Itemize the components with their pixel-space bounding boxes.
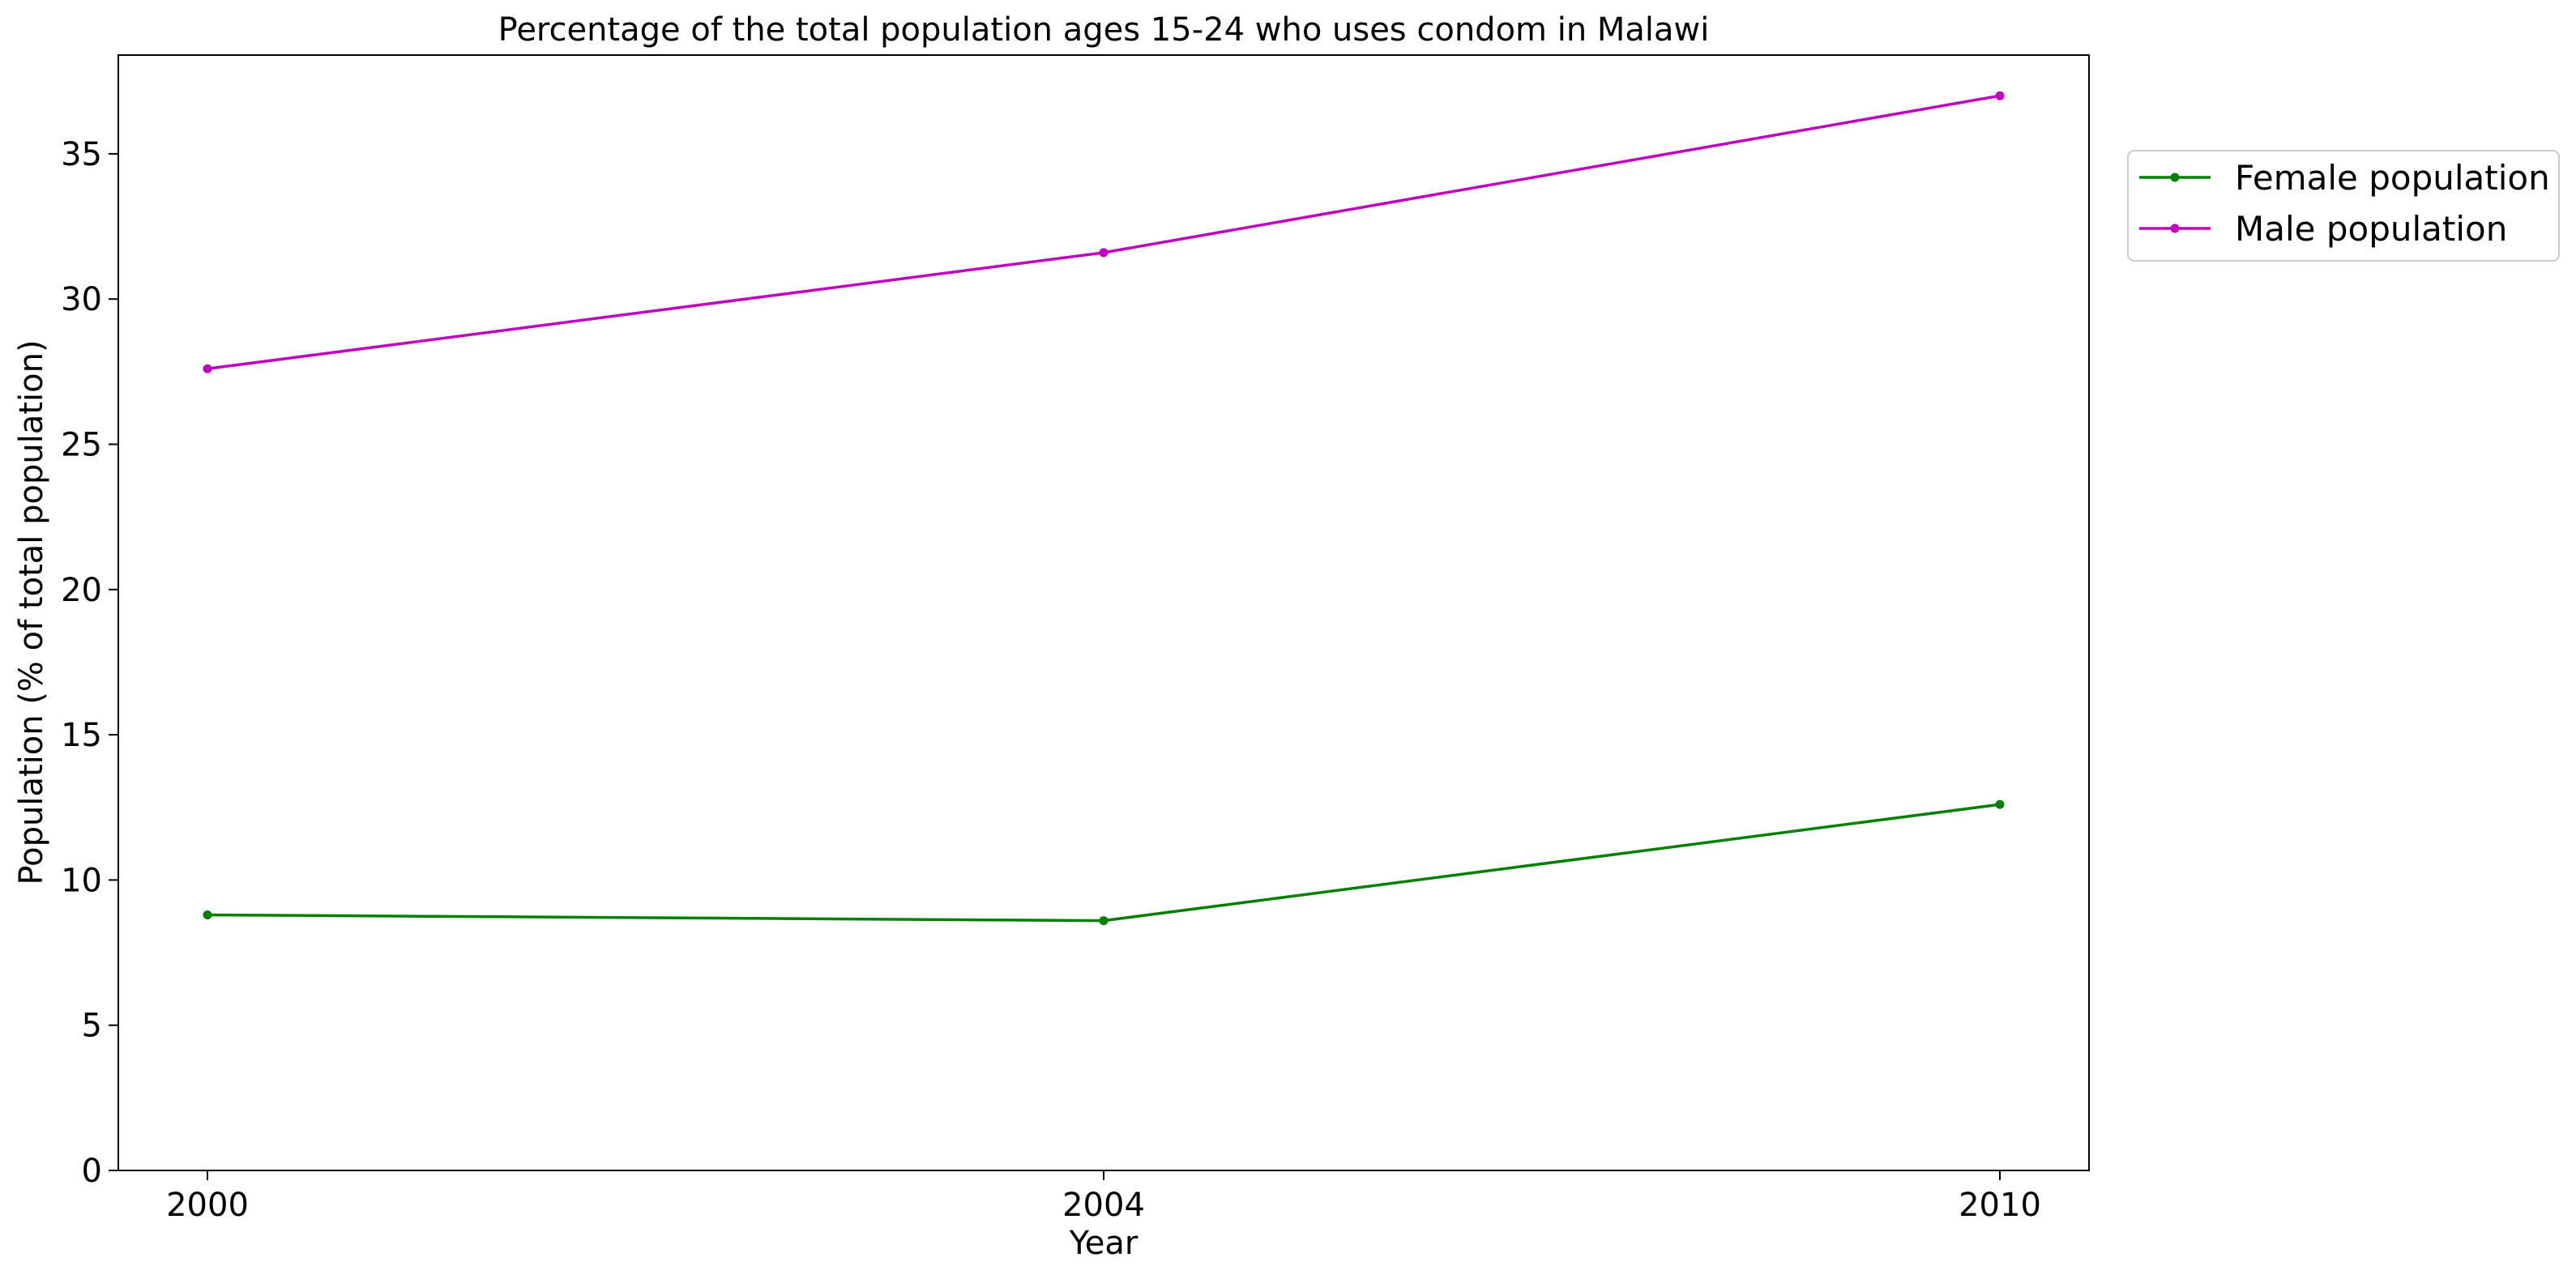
legend: Female population Male population [2127,150,2560,262]
y-tick-label: 15 [61,717,102,754]
legend-label: Female population [2235,158,2550,198]
series-layer [203,91,2005,926]
x-axis-label: Year [1069,1225,1138,1262]
x-tick-label: 2010 [1959,1187,2041,1224]
series-1 [203,91,2005,373]
y-tick-label: 10 [61,862,102,899]
legend-frame [2127,150,2560,262]
legend-item: Male population [2139,209,2507,249]
y-tick-label: 25 [61,427,102,464]
data-point [1099,248,1109,258]
chart-title: Percentage of the total population ages … [498,11,1710,49]
y-tick-label: 0 [82,1153,102,1190]
x-tick-label: 2004 [1062,1187,1145,1224]
plot-area [117,54,2090,1171]
legend-item: Female population [2139,158,2550,198]
y-tick-label: 5 [82,1008,102,1045]
series-line [207,94,2001,371]
data-point [1995,91,2005,100]
legend-label: Male population [2235,209,2507,249]
legend-marker [2170,173,2180,182]
data-point [203,364,212,373]
y-axis-label: Population (% of total population) [13,339,50,885]
y-axis: 0 5 10 15 20 25 30 35 [61,136,118,1190]
y-tick-label: 20 [61,572,102,609]
data-point [203,910,212,919]
y-tick-label: 30 [61,281,102,318]
series-line [207,803,2001,923]
data-point [1995,799,2005,809]
data-point [1099,916,1109,926]
x-axis: 2000 2004 2010 [166,1170,2041,1224]
series-0 [203,799,2005,926]
y-tick-label: 35 [61,136,102,173]
legend-marker [2170,224,2180,233]
x-tick-label: 2000 [166,1187,249,1224]
